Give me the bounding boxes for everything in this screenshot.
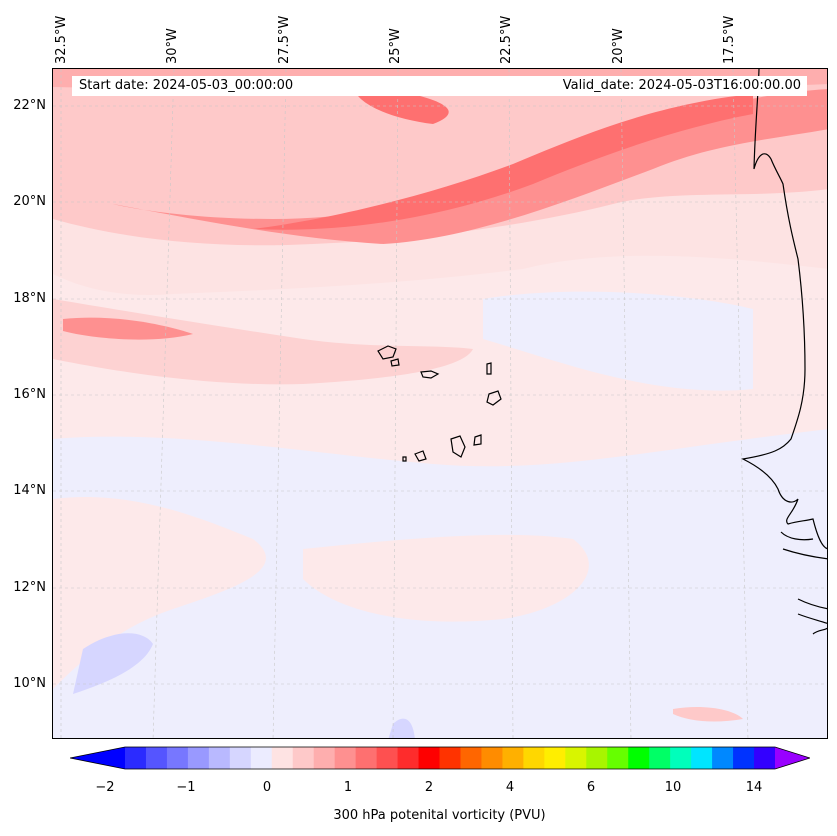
colorbar-segment <box>355 747 378 769</box>
colorbar-segment <box>544 747 566 769</box>
graticule <box>53 69 827 738</box>
pv-region-high <box>253 94 753 230</box>
pv-field <box>53 69 827 738</box>
lon-label: 32.5°W <box>54 15 69 64</box>
colorbar-segment <box>670 747 692 769</box>
colorbar-segment <box>187 747 210 769</box>
colorbar-tick: −1 <box>176 780 196 795</box>
pv-region-mid <box>63 317 193 340</box>
lat-label: 18°N <box>13 291 46 306</box>
lon-label: 25°W <box>388 28 403 64</box>
colorbar-segment <box>334 747 357 769</box>
colorbar-segment <box>229 747 252 769</box>
lon-label: 30°W <box>165 28 180 64</box>
colorbar-segment <box>586 747 608 769</box>
pv-region-negative <box>73 633 153 694</box>
colorbar-segment <box>125 747 147 769</box>
colorbar-segment <box>145 747 168 769</box>
colorbar-label: 300 hPa potenital vorticity (PVU) <box>333 808 546 823</box>
date-banner <box>72 76 807 96</box>
colorbar-segment <box>208 747 231 769</box>
lon-label: 17.5°W <box>722 15 737 64</box>
pv-region-negative <box>388 718 415 738</box>
colorbar-tick: 2 <box>424 780 434 795</box>
colorbar-segment <box>376 747 399 769</box>
colorbar-tick: 4 <box>505 780 515 795</box>
colorbar-segment <box>649 747 671 769</box>
colorbar-segment <box>523 747 545 769</box>
colorbar-segment <box>292 747 315 769</box>
pv-region-negative <box>483 291 753 391</box>
colorbar-segment <box>397 747 420 769</box>
colorbar-segment <box>271 747 294 769</box>
colorbar-segment <box>418 747 441 769</box>
colorbar-segment <box>754 747 776 769</box>
pv-region-mid <box>673 707 743 722</box>
colorbar-segment <box>733 747 755 769</box>
lon-label: 20°W <box>611 28 626 64</box>
pv-region-low <box>53 299 473 385</box>
colorbar-tick: 10 <box>664 780 682 795</box>
colorbar-segment <box>712 747 734 769</box>
colorbar-segment <box>628 747 650 769</box>
cape-verde-islands <box>377 345 502 462</box>
colorbar <box>70 746 810 770</box>
colorbar-segment <box>313 747 336 769</box>
lat-label: 14°N <box>13 483 46 498</box>
colorbar-segment <box>502 747 524 769</box>
lat-label: 10°N <box>13 676 46 691</box>
map-area[interactable] <box>52 68 828 739</box>
colorbar-segment <box>607 747 629 769</box>
colorbar-tick: −2 <box>95 780 115 795</box>
colorbar-segment <box>250 747 273 769</box>
colorbar-tick: 0 <box>262 780 272 795</box>
valid-date-text: Valid_date: 2024-05-03T16:00:00.00 <box>562 78 801 93</box>
colorbar-extend-low <box>70 747 125 769</box>
colorbar-segment <box>166 747 189 769</box>
colorbar-tick: 6 <box>586 780 596 795</box>
lon-label: 22.5°W <box>499 15 514 64</box>
colorbar-extend-high <box>775 747 810 769</box>
lon-label: 27.5°W <box>277 15 292 64</box>
lat-label: 22°N <box>13 98 46 113</box>
lat-label: 12°N <box>13 580 46 595</box>
start-date-text: Start date: 2024-05-03_00:00:00 <box>79 78 294 93</box>
colorbar-tick: 14 <box>745 780 763 795</box>
pv-region-low <box>53 69 827 246</box>
colorbar-segment <box>481 747 503 769</box>
colorbar-segment <box>439 747 461 769</box>
colorbar-segment <box>460 747 482 769</box>
lat-label: 20°N <box>13 194 46 209</box>
colorbar-tick: 1 <box>343 780 353 795</box>
colorbar-segment <box>691 747 713 769</box>
pv-region-negative <box>303 534 589 622</box>
colorbar-segment <box>565 747 587 769</box>
coastline <box>741 69 827 635</box>
lat-label: 16°N <box>13 387 46 402</box>
colorbar-outline <box>70 746 810 770</box>
